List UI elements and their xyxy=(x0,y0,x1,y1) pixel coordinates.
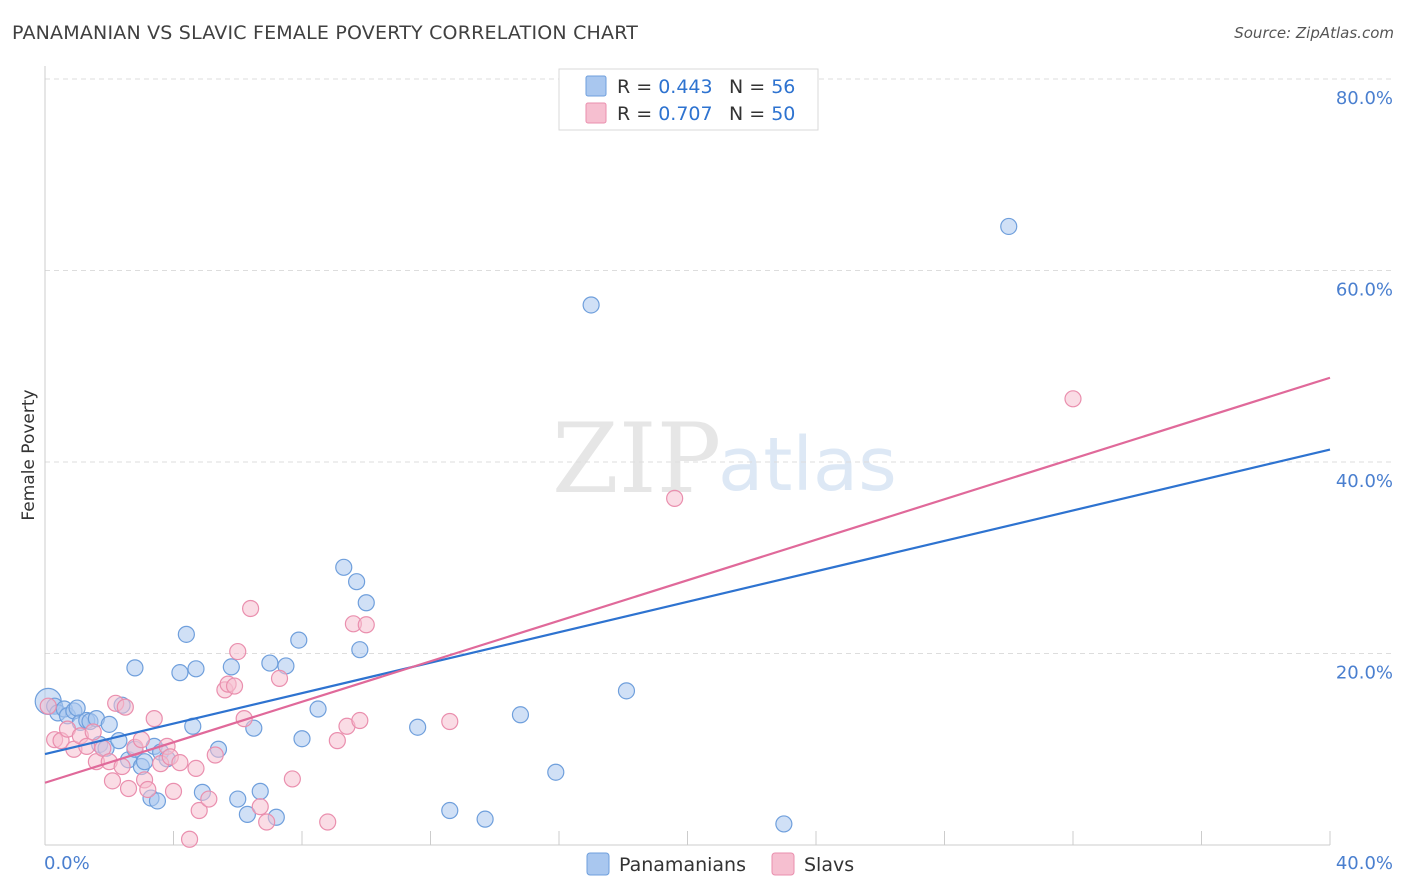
y-tick-label-1: 40.0% xyxy=(1336,471,1393,492)
slav-point xyxy=(132,731,150,749)
svg-text:N = 50: N = 50 xyxy=(729,103,795,125)
trend-lines xyxy=(44,376,1331,784)
series-legend: Panamanians Slavs xyxy=(586,852,854,876)
bottom-legend-swatch-slavs xyxy=(771,852,795,876)
panamanian-point xyxy=(177,625,195,643)
panamanian-point xyxy=(476,810,494,828)
panamanian-point xyxy=(409,718,427,736)
panamanian-point xyxy=(511,706,530,724)
watermark-zip: ZIP xyxy=(552,403,721,515)
panamanian-point xyxy=(582,296,600,314)
chart-title: PANAMANIAN VS SLAVIC FEMALE POVERTY CORR… xyxy=(12,22,639,44)
y-tick-label-3: 80.0% xyxy=(1336,88,1393,109)
panamanian-point xyxy=(222,658,240,676)
slav-point xyxy=(200,790,218,808)
legend-r-value-2: 0.707 xyxy=(658,103,712,125)
slav-point xyxy=(84,723,102,741)
panamanian-point xyxy=(348,573,366,591)
slav-point xyxy=(666,489,684,507)
legend-r-label-2: R = xyxy=(617,103,658,125)
slav-point xyxy=(139,780,157,799)
slav-point xyxy=(190,801,208,820)
panamanian-point xyxy=(775,815,793,833)
slav-point xyxy=(229,642,247,661)
panamanian-point xyxy=(335,558,353,576)
legend-swatch-slavs xyxy=(585,102,607,124)
slav-point xyxy=(258,813,276,831)
panamanian-point xyxy=(171,664,189,682)
slav-point xyxy=(441,712,459,731)
data-points xyxy=(34,217,1082,848)
panamanian-point xyxy=(238,805,256,823)
svg-text:R = 0.707: R = 0.707 xyxy=(617,103,713,125)
source-label: Source: ZipAtlas.com xyxy=(1234,24,1394,42)
slav-point xyxy=(319,813,337,831)
panamanian-trend-line xyxy=(44,448,1331,756)
slav-point xyxy=(39,697,57,715)
panamanian-point xyxy=(547,763,565,781)
panamanian-point xyxy=(261,654,279,672)
y-tick-label-2: 60.0% xyxy=(1336,280,1393,301)
slav-point xyxy=(242,599,260,618)
stats-legend: R = 0.443 N = 56 R = 0.707 N = 50 xyxy=(558,68,819,131)
panamanian-point xyxy=(126,659,144,677)
svg-text:R = 0.443: R = 0.443 xyxy=(617,76,713,98)
panamanian-point xyxy=(441,801,459,820)
y-axis-label: Female Poverty xyxy=(19,389,39,520)
panamanian-point xyxy=(309,700,327,718)
legend-n-value-2: 50 xyxy=(771,103,795,125)
panamanian-point xyxy=(229,790,247,808)
slav-point xyxy=(171,754,189,772)
slav-point xyxy=(145,710,163,728)
slav-point xyxy=(283,770,301,788)
slav-point xyxy=(119,779,138,798)
slav-point xyxy=(187,759,205,778)
panamanian-point xyxy=(290,631,308,649)
slav-point xyxy=(328,732,346,750)
panamanian-point xyxy=(293,730,311,748)
legend-n-value-1: 56 xyxy=(771,76,795,98)
slav-point xyxy=(206,746,224,764)
x-tick-label-0: 0.0% xyxy=(44,853,90,874)
panamanian-point xyxy=(1000,217,1018,236)
panamanian-point xyxy=(617,682,636,700)
panamanian-point xyxy=(251,782,269,800)
legend-n-label-2: N = xyxy=(729,103,771,125)
watermark-atlas: atlas xyxy=(718,422,897,508)
x-tick-labels: 0.0% 40.0% xyxy=(44,853,1393,874)
legend-swatch-panamanians xyxy=(585,75,607,97)
panamanian-point xyxy=(351,641,369,659)
x-tick-label-1: 40.0% xyxy=(1336,853,1393,874)
slav-point xyxy=(1064,390,1082,408)
bottom-legend-label-slavs: Slavs xyxy=(804,854,854,876)
axes xyxy=(44,66,1331,846)
slav-point xyxy=(251,798,269,816)
slav-point xyxy=(225,677,244,695)
slav-point xyxy=(103,772,122,790)
slav-point xyxy=(351,711,369,730)
gridlines xyxy=(45,78,1392,654)
panamanian-point xyxy=(135,753,154,771)
panamanian-point xyxy=(187,660,205,678)
slav-point xyxy=(270,669,289,687)
slav-trend-line xyxy=(44,376,1331,784)
panamanian-point xyxy=(148,792,167,810)
legend-r-value-1: 0.443 xyxy=(658,76,712,98)
slav-point xyxy=(357,616,375,634)
legend-r-label-1: R = xyxy=(617,76,658,98)
panamanian-point xyxy=(100,715,118,733)
y-tick-label-0: 20.0% xyxy=(1336,663,1393,684)
slav-point xyxy=(180,830,199,848)
panamanian-point xyxy=(357,594,375,612)
legend-n-label-1: N = xyxy=(729,76,771,98)
bottom-legend-label-panamanians: Panamanians xyxy=(619,854,746,876)
slav-point xyxy=(116,698,134,716)
panamanian-point xyxy=(68,699,86,717)
svg-text:N = 56: N = 56 xyxy=(729,76,795,98)
y-tick-labels: 20.0% 40.0% 60.0% 80.0% xyxy=(1336,88,1393,684)
bottom-legend-swatch-panamanians xyxy=(586,852,610,876)
slav-point xyxy=(164,782,183,800)
